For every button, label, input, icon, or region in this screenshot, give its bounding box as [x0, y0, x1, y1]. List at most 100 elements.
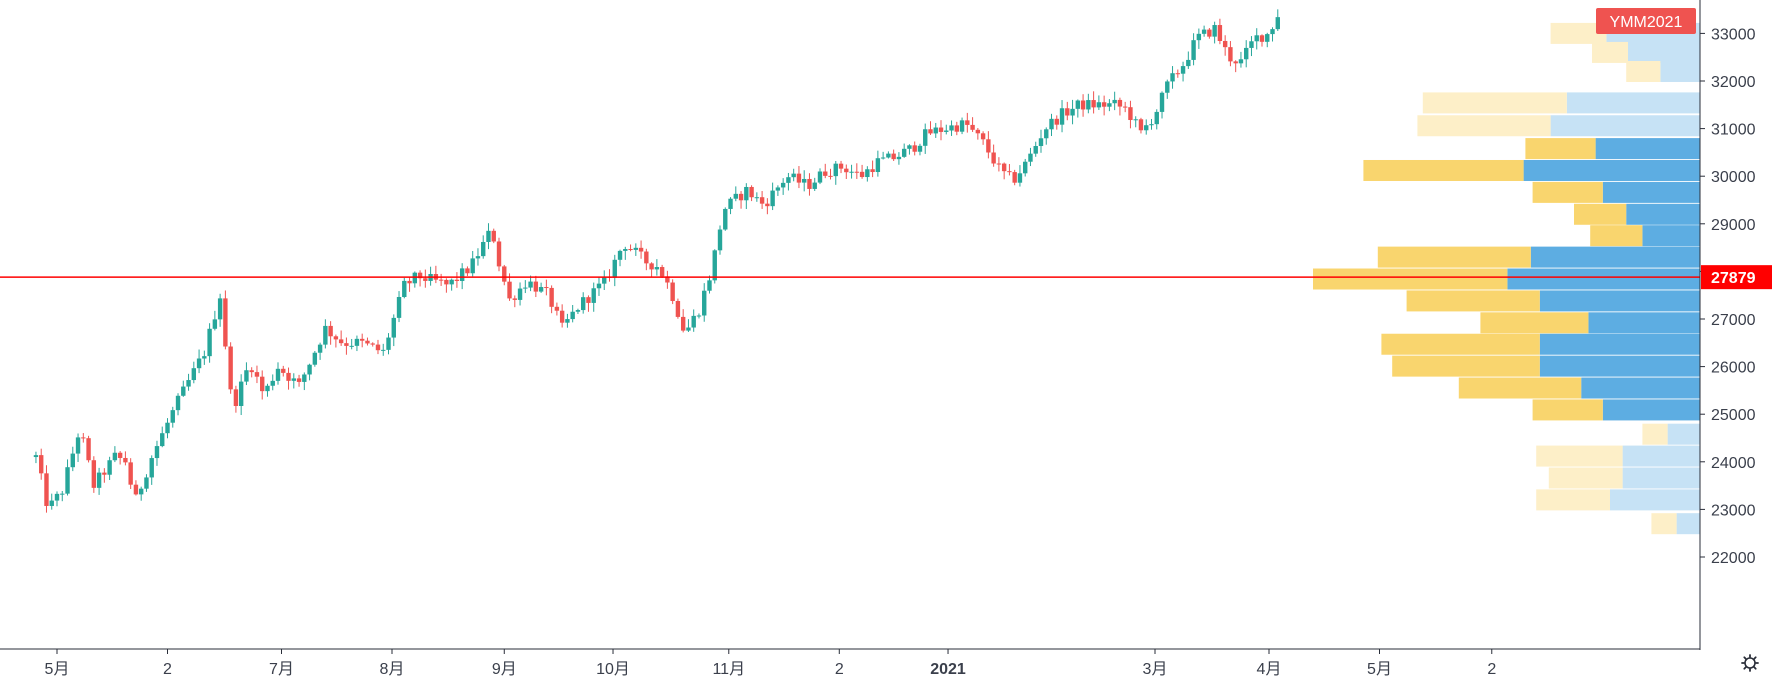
- candle-up: [160, 433, 165, 447]
- candle-up: [270, 380, 275, 386]
- candle-down: [1233, 61, 1238, 64]
- volume-profile-down-bar: [1574, 203, 1627, 225]
- candle-down: [286, 372, 291, 381]
- candle-up: [96, 472, 102, 488]
- volume-profile-up-bar: [1628, 41, 1700, 63]
- candle-up: [1133, 119, 1138, 121]
- candle-up: [617, 250, 623, 260]
- volume-profile-down-bar: [1532, 181, 1603, 203]
- candle-up: [949, 125, 954, 131]
- candle-up: [696, 315, 702, 317]
- candle-down: [1117, 99, 1123, 107]
- candle-down: [1175, 73, 1181, 75]
- volume-profile-up-bar: [1622, 445, 1700, 467]
- volume-profile-down-bar: [1536, 445, 1623, 467]
- volume-profile-up-bar: [1530, 246, 1700, 268]
- candle-up: [307, 364, 312, 375]
- volume-profile-up-bar: [1642, 225, 1700, 247]
- volume-profile-down-bar: [1422, 92, 1567, 114]
- candle-up: [633, 247, 639, 250]
- volume-profile-up-bar: [1660, 60, 1700, 82]
- candle-down: [344, 343, 349, 346]
- candle-down: [1080, 100, 1086, 110]
- x-tick-label: 4月: [1257, 661, 1282, 678]
- candle-down: [1012, 172, 1017, 183]
- candle-down: [1138, 119, 1144, 131]
- candle-up: [744, 186, 749, 201]
- volume-profile: [1313, 22, 1700, 535]
- candle-down: [233, 389, 239, 406]
- candle-down: [223, 298, 228, 347]
- x-tick-label: 5月: [1367, 661, 1392, 678]
- symbol-badge[interactable]: YMM2021: [1596, 8, 1696, 34]
- candle-up: [107, 460, 112, 475]
- candle-down: [507, 281, 512, 299]
- candle-down: [807, 178, 812, 189]
- y-tick-label: 27000: [1711, 312, 1756, 329]
- candle-down: [1001, 163, 1007, 172]
- symbol-badge-background: [1596, 8, 1696, 34]
- volume-profile-up-bar: [1610, 489, 1700, 511]
- candle-up: [386, 337, 391, 350]
- candle-up: [933, 127, 938, 134]
- volume-profile-down-bar: [1392, 355, 1540, 377]
- candle-up: [817, 171, 823, 183]
- current-price-value: 27879: [1711, 270, 1756, 287]
- candle-down: [417, 272, 423, 279]
- candle-down: [554, 306, 560, 311]
- volume-profile-up-bar: [1523, 159, 1700, 181]
- candle-down: [912, 145, 917, 152]
- candle-down: [838, 163, 844, 169]
- gear-icon[interactable]: [1741, 654, 1759, 672]
- candle-up: [459, 268, 465, 281]
- candle-up: [291, 378, 296, 381]
- candle-up: [1112, 99, 1117, 104]
- candle-up: [717, 229, 723, 251]
- candle-up: [312, 352, 318, 365]
- candle-up: [1196, 33, 1202, 41]
- candle-up: [112, 452, 118, 461]
- candle-up: [402, 280, 407, 298]
- candle-up: [349, 345, 354, 347]
- x-tick-label: 5月: [45, 661, 70, 678]
- candle-up: [181, 386, 186, 396]
- candle-down: [659, 267, 665, 277]
- candle-up: [1044, 129, 1049, 139]
- candle-up: [1049, 118, 1054, 130]
- candle-up: [65, 467, 70, 494]
- candle-up: [207, 328, 212, 357]
- candle-up: [791, 173, 796, 178]
- volume-profile-down-bar: [1590, 225, 1643, 247]
- candle-up: [381, 349, 386, 351]
- candle-down: [980, 133, 986, 140]
- y-tick-label: 32000: [1711, 74, 1756, 91]
- candle-up: [775, 187, 781, 191]
- candle-up: [602, 276, 607, 284]
- candle-down: [859, 171, 865, 178]
- candle-down: [670, 282, 675, 302]
- volume-profile-down-bar: [1381, 333, 1540, 355]
- candle-down: [375, 344, 381, 351]
- candle-down: [496, 241, 502, 267]
- candle-down: [359, 338, 365, 341]
- candle-down: [1091, 100, 1096, 108]
- candle-down: [680, 316, 686, 331]
- candle-down: [502, 266, 507, 282]
- candle-down: [423, 278, 428, 281]
- x-tick-label: 3月: [1143, 661, 1168, 678]
- candle-up: [880, 157, 886, 159]
- volume-profile-down-bar: [1550, 22, 1607, 44]
- volume-profile-down-bar: [1406, 290, 1540, 312]
- candle-down: [854, 171, 860, 173]
- candle-up: [475, 256, 481, 259]
- candle-up: [580, 297, 586, 311]
- volume-profile-down-bar: [1626, 60, 1661, 82]
- candle-up: [596, 283, 602, 289]
- candle-down: [39, 455, 44, 474]
- candle-up: [54, 493, 60, 501]
- candle-up: [149, 458, 154, 478]
- candle-down: [1128, 107, 1133, 121]
- volume-profile-up-bar: [1602, 181, 1700, 203]
- candle-up: [481, 241, 486, 257]
